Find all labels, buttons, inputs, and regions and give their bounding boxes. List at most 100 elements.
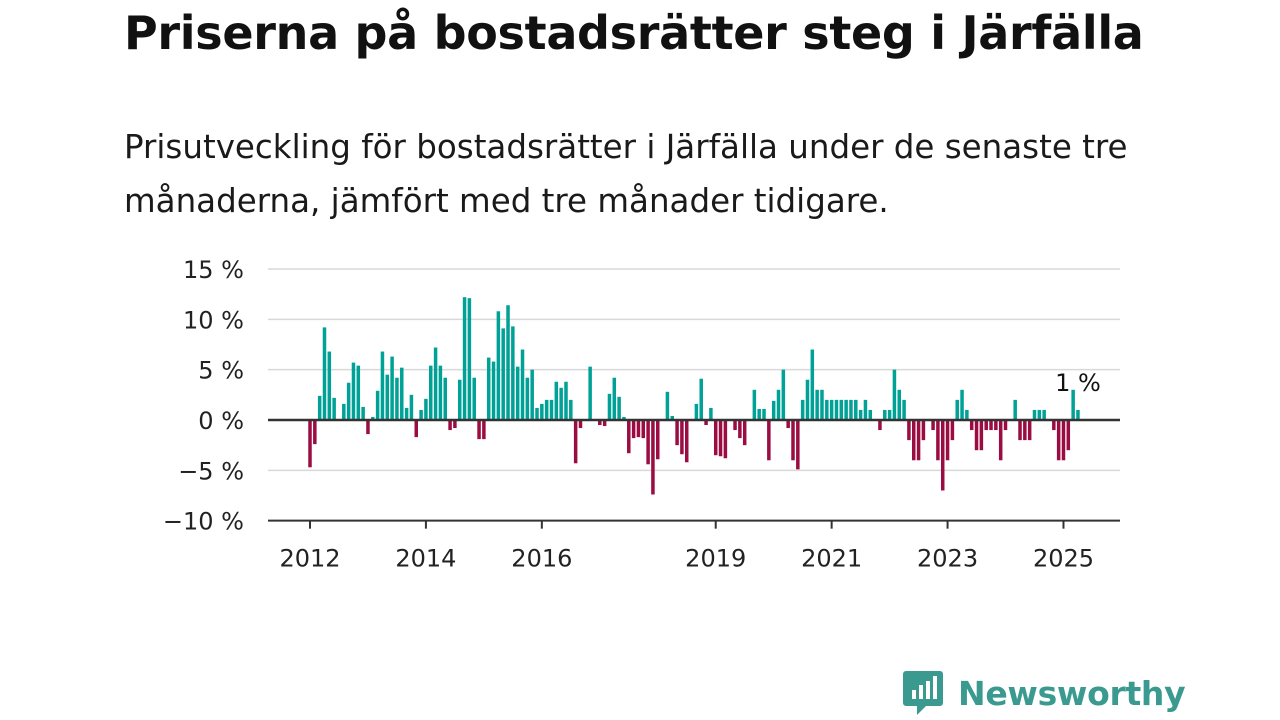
bar bbox=[757, 408, 761, 420]
bar bbox=[771, 400, 776, 420]
bar bbox=[825, 399, 829, 420]
bar bbox=[390, 356, 394, 420]
bar bbox=[820, 389, 824, 420]
labels: 15 % 10 % 5 % 0 % −5 % −10 % 2012 2014 2016 2019 2… bbox=[163, 256, 1101, 573]
bar bbox=[467, 298, 472, 420]
bar bbox=[713, 420, 718, 456]
bar bbox=[849, 399, 853, 420]
y-tick-label: 5 % bbox=[198, 357, 244, 385]
bar bbox=[573, 420, 578, 464]
bar bbox=[429, 365, 433, 420]
bar bbox=[931, 420, 935, 431]
y-tick-label: −10 % bbox=[163, 508, 244, 536]
x-tick-label: 2012 bbox=[279, 545, 340, 573]
bar bbox=[800, 399, 805, 420]
bar bbox=[1018, 420, 1022, 441]
bar bbox=[916, 420, 921, 461]
bar bbox=[462, 297, 467, 420]
bar bbox=[955, 399, 959, 420]
bar bbox=[684, 420, 689, 463]
chart-subtitle: Prisutveckling för bostadsrätter i Järfä… bbox=[124, 128, 1128, 220]
bar bbox=[501, 328, 505, 420]
bar bbox=[892, 369, 897, 420]
y-tick-label: 15 % bbox=[183, 256, 244, 284]
bar bbox=[559, 387, 563, 420]
bar bbox=[998, 420, 1003, 461]
bar bbox=[829, 399, 834, 420]
bar bbox=[433, 347, 438, 420]
bar bbox=[448, 420, 452, 431]
bar bbox=[472, 377, 476, 420]
bar bbox=[805, 379, 810, 420]
bar bbox=[622, 416, 626, 420]
bar bbox=[443, 377, 447, 420]
bar bbox=[699, 378, 703, 420]
bar bbox=[496, 311, 501, 420]
bar bbox=[1027, 420, 1032, 441]
bar bbox=[482, 420, 486, 440]
bar bbox=[762, 408, 766, 420]
bar bbox=[665, 391, 670, 420]
bar bbox=[902, 399, 906, 420]
bar bbox=[617, 396, 621, 420]
bar bbox=[419, 409, 423, 420]
bar bbox=[694, 403, 699, 420]
bar bbox=[965, 409, 969, 420]
bar bbox=[936, 420, 940, 461]
bar bbox=[940, 420, 945, 491]
bar bbox=[549, 399, 554, 420]
bar bbox=[796, 420, 800, 470]
bar bbox=[815, 389, 819, 420]
bar bbox=[313, 420, 317, 445]
bar bbox=[598, 420, 602, 426]
bar bbox=[897, 389, 902, 420]
bar bbox=[776, 389, 781, 420]
bar bbox=[786, 420, 790, 429]
bar bbox=[1032, 409, 1037, 420]
bar bbox=[1066, 420, 1071, 451]
bar-chart: 15 % 10 % 5 % 0 % −5 % −10 % 2012 2014 2016 2019 2… bbox=[163, 256, 1120, 573]
bar bbox=[317, 395, 322, 420]
bar bbox=[520, 349, 525, 420]
bar bbox=[511, 326, 515, 420]
bar bbox=[738, 420, 742, 439]
bar bbox=[578, 420, 583, 429]
bar bbox=[742, 420, 747, 446]
bar bbox=[878, 420, 882, 431]
brand-logo: Newsworthy bbox=[902, 670, 1186, 716]
bar bbox=[1003, 420, 1008, 431]
bar bbox=[858, 409, 863, 420]
bar bbox=[781, 369, 786, 420]
bar bbox=[332, 397, 336, 420]
bar bbox=[322, 327, 327, 420]
bar bbox=[351, 362, 356, 420]
bar bbox=[375, 390, 380, 420]
bar bbox=[1037, 409, 1042, 420]
bar bbox=[554, 381, 559, 420]
bar bbox=[1052, 420, 1056, 431]
x-tick-label: 2023 bbox=[917, 545, 978, 573]
bar bbox=[438, 365, 443, 420]
bar bbox=[1023, 420, 1027, 441]
bar bbox=[950, 420, 955, 441]
bar bbox=[627, 420, 631, 454]
bar bbox=[346, 382, 351, 420]
bar bbox=[718, 420, 723, 457]
bar bbox=[564, 381, 568, 420]
newsworthy-logo-icon bbox=[903, 671, 943, 715]
bar bbox=[723, 420, 728, 459]
bar bbox=[409, 394, 414, 420]
bar bbox=[404, 407, 409, 420]
bar bbox=[907, 420, 911, 441]
bar bbox=[834, 399, 839, 420]
bar bbox=[1071, 389, 1075, 420]
bar bbox=[544, 399, 549, 420]
x-tick-label: 2025 bbox=[1033, 545, 1094, 573]
bar bbox=[863, 399, 868, 420]
bar bbox=[457, 379, 462, 420]
bar bbox=[506, 305, 510, 420]
axes bbox=[268, 418, 1120, 529]
bar bbox=[1076, 409, 1080, 420]
bar bbox=[308, 420, 312, 468]
y-tick-label: 10 % bbox=[183, 306, 244, 334]
